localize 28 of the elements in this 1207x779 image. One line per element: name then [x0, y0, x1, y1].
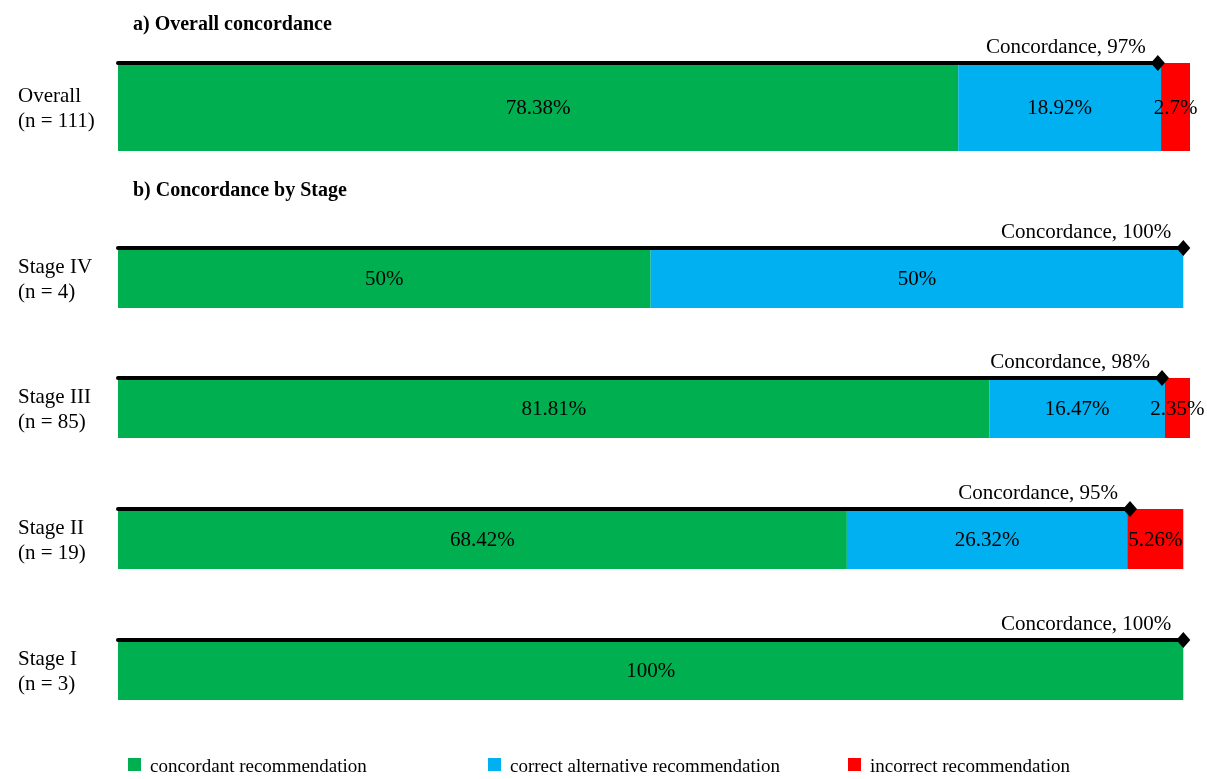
y-tick-label: Stage III (n = 85)	[18, 384, 91, 434]
data-label: 50%	[365, 266, 404, 291]
data-label: 2.35%	[1150, 396, 1205, 421]
data-label: Concordance, 100%	[1001, 611, 1172, 635]
data-label: 68.42%	[450, 527, 515, 552]
data-label: 26.32%	[954, 527, 1020, 552]
data-label: 81.81%	[521, 396, 587, 421]
data-label: 78.38%	[505, 95, 571, 120]
data-label: Concordance, 100%	[1001, 219, 1172, 243]
y-tick-label: Overall (n = 111)	[18, 83, 95, 133]
legend-label: correct alternative recommendation	[510, 754, 781, 776]
data-label: Concordance, 97%	[986, 34, 1146, 58]
data-label: 18.92%	[1027, 95, 1093, 120]
data-label: 16.47%	[1044, 396, 1110, 421]
y-tick-label: Stage II (n = 19)	[18, 515, 86, 565]
legend-label: incorrect recommendation	[870, 754, 1071, 776]
y-tick-label: Stage IV (n = 4)	[18, 254, 93, 304]
data-label: 50%	[897, 266, 937, 291]
bar	[846, 509, 1128, 569]
data-label: 5.26%	[1128, 527, 1183, 552]
chart-title: b) Concordance by Stage	[133, 178, 348, 201]
chart-title: a) Overall concordance	[133, 12, 332, 35]
data-label: Concordance, 95%	[958, 480, 1119, 504]
data-label: 100%	[626, 658, 676, 683]
data-label: Concordance, 98%	[990, 349, 1150, 373]
legend-label: concordant recommendation	[150, 754, 368, 776]
bar	[118, 640, 1184, 700]
y-tick-label: Stage I (n = 3)	[18, 646, 77, 696]
